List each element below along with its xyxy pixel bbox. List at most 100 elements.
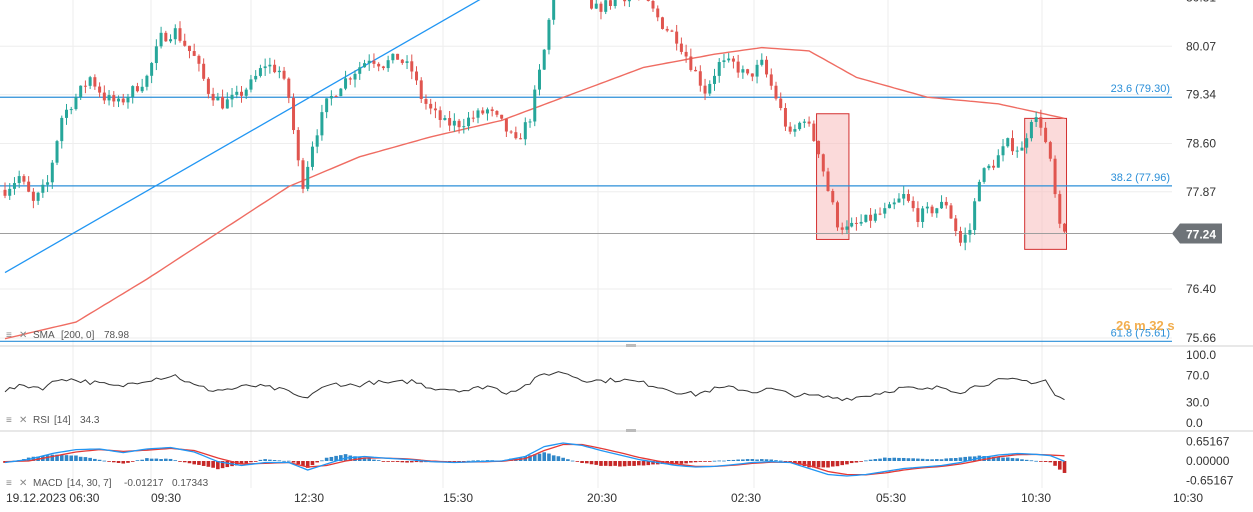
candle [467,112,471,131]
macd-histogram-bar [414,461,419,463]
candle [102,85,106,105]
candle-body [646,0,650,1]
candle-body [1010,138,1014,152]
macd-histogram-bar [192,461,196,465]
candle [968,223,972,243]
macd-histogram-bar [845,461,849,465]
macd-histogram-bar [315,461,319,463]
candle-body [533,89,537,122]
candle-body [467,117,471,127]
candle [533,85,537,127]
candle-body [949,205,953,219]
candle [977,179,981,202]
macd-histogram-bar [830,461,835,467]
close-icon: ✕ [19,415,27,426]
macd-histogram-bar [556,456,561,461]
macd-histogram-bar [173,460,178,462]
candle-body [334,96,338,98]
candle [1029,119,1033,142]
macd-histogram-bar [154,458,159,461]
macd-histogram-bar [641,461,646,466]
candle [1058,190,1062,229]
candle [329,90,333,106]
candle-body [381,66,385,69]
candle-body [514,132,518,139]
candle-body [992,165,996,168]
macd-histogram-bar [953,458,958,461]
candle-body [93,77,97,87]
rsi-legend-name: RSI [33,415,50,426]
candle-body [590,0,594,9]
macd-histogram-bar [88,457,92,461]
macd-histogram-bar [618,461,622,467]
candle-body [547,19,551,50]
macd-histogram-bar [187,461,192,464]
candle [206,77,210,99]
macd-histogram-bar [816,461,821,468]
candle [31,188,35,209]
price-axis: 80.81 80.07 79.34 78.60 77.87 76.40 75.66 77.24 [1172,0,1222,345]
price-axis-label: 78.60 [1186,137,1216,151]
candle [88,75,92,90]
macd-line [4,442,1065,477]
list-icon: ≡ [6,415,12,426]
candle [807,116,811,127]
candle [187,45,191,59]
macd-histogram-bar [707,461,712,462]
macd-histogram-bar [287,460,291,462]
macd-histogram-bar [561,457,565,461]
candle-body [112,95,116,102]
candle [1025,133,1029,154]
time-axis-label: 10:30 [1021,491,1051,505]
rsi-axis-label: 30.0 [1186,396,1210,410]
macd-histogram-bar [121,461,126,464]
candle [1010,130,1014,156]
candle [623,0,627,7]
candle-body [902,193,906,199]
macd-histogram-bar [197,461,201,465]
candle [481,107,485,115]
candle [779,92,783,111]
candle-body [1058,194,1062,224]
candle [590,0,594,10]
macd-histogram-bar [731,459,736,461]
candle-body [254,75,258,80]
candle-countdown: 26 m 32 s [1116,318,1175,333]
candle-body [27,181,31,192]
macd-histogram-bar [324,457,329,461]
macd-histogram-bar [826,461,830,468]
macd-histogram-bar [646,461,651,466]
macd-histogram-bar [769,459,774,461]
macd-histogram-bar [140,459,144,461]
candle-body [878,213,882,215]
macd-histogram-bar [476,460,480,462]
candle-body [377,63,381,67]
candle [925,202,929,214]
macd-histogram-bar [1057,461,1062,470]
candle [883,202,887,219]
candle-body [263,66,267,69]
candle [419,77,423,103]
macd-histogram-bar [698,461,703,462]
candle [788,122,792,135]
candle [315,129,319,154]
rsi-pane: 100.0 70.0 30.0 0.0 [4,348,1216,430]
macd-histogram-bar [939,459,944,461]
macd-histogram-bar [1005,457,1010,461]
candle [292,93,296,135]
candle-body [921,208,925,222]
price-axis-label: 77.87 [1186,185,1216,199]
candle [944,197,948,209]
candle-body [419,80,423,100]
macd-histogram-bar [968,456,972,461]
candle [83,80,87,94]
macd-histogram-bar [462,461,466,462]
candle [826,167,830,192]
candle [216,92,220,101]
macd-histogram-bar [1048,461,1053,463]
candle [424,94,428,110]
candle [1053,155,1057,198]
macd-histogram-bar [887,457,892,461]
candle-body [968,229,972,235]
